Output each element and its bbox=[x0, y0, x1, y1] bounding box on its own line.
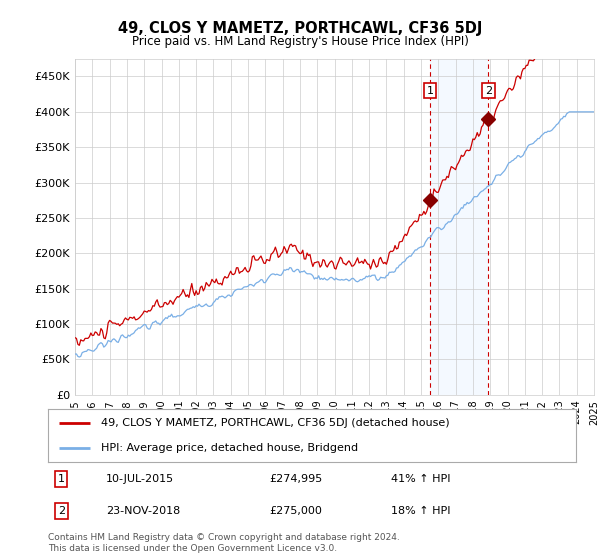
Text: 10-JUL-2015: 10-JUL-2015 bbox=[106, 474, 174, 484]
Text: 2: 2 bbox=[58, 506, 65, 516]
Text: 49, CLOS Y MAMETZ, PORTHCAWL, CF36 5DJ (detached house): 49, CLOS Y MAMETZ, PORTHCAWL, CF36 5DJ (… bbox=[101, 418, 449, 428]
Text: HPI: Average price, detached house, Bridgend: HPI: Average price, detached house, Brid… bbox=[101, 442, 358, 452]
Text: 23-NOV-2018: 23-NOV-2018 bbox=[106, 506, 181, 516]
Text: Contains HM Land Registry data © Crown copyright and database right 2024.
This d: Contains HM Land Registry data © Crown c… bbox=[48, 533, 400, 553]
Text: 1: 1 bbox=[427, 86, 434, 96]
Text: £274,995: £274,995 bbox=[270, 474, 323, 484]
Text: 41% ↑ HPI: 41% ↑ HPI bbox=[391, 474, 451, 484]
Text: Price paid vs. HM Land Registry's House Price Index (HPI): Price paid vs. HM Land Registry's House … bbox=[131, 35, 469, 48]
Text: 49, CLOS Y MAMETZ, PORTHCAWL, CF36 5DJ: 49, CLOS Y MAMETZ, PORTHCAWL, CF36 5DJ bbox=[118, 21, 482, 36]
Text: 2: 2 bbox=[485, 86, 492, 96]
Text: £275,000: £275,000 bbox=[270, 506, 323, 516]
Text: 1: 1 bbox=[58, 474, 65, 484]
Bar bbox=[430, 59, 488, 395]
Text: 18% ↑ HPI: 18% ↑ HPI bbox=[391, 506, 451, 516]
